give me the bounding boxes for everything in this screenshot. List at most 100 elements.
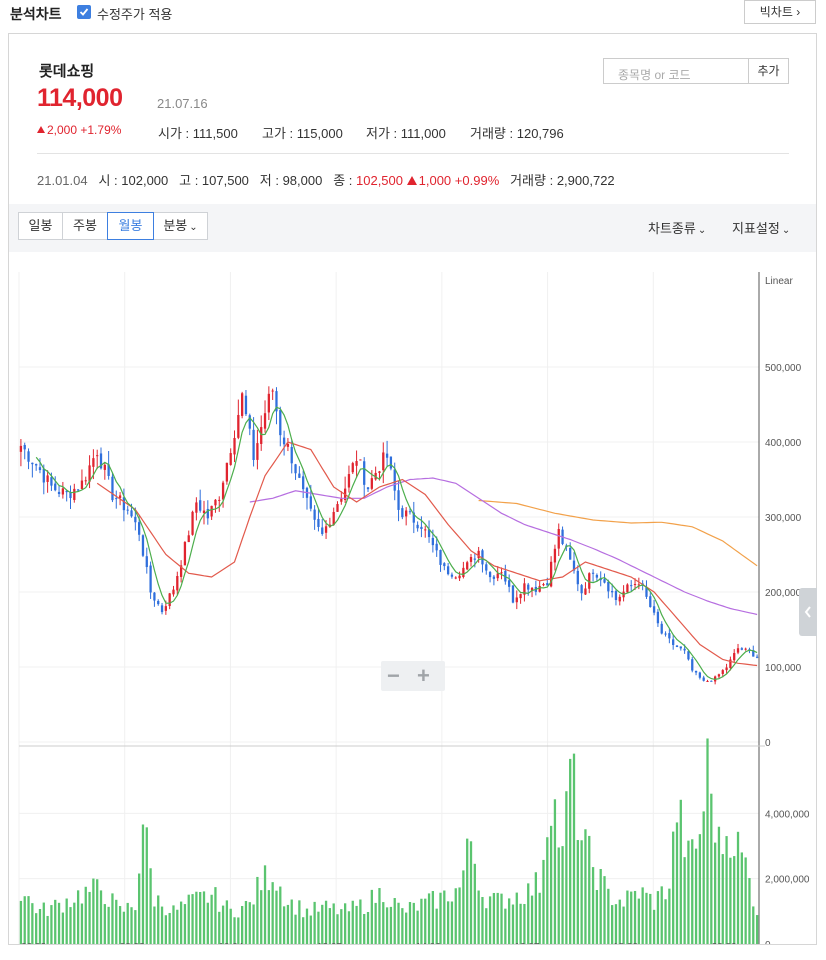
volume-bar bbox=[450, 901, 454, 944]
candle-body bbox=[214, 499, 217, 506]
side-panel-toggle[interactable] bbox=[799, 588, 817, 636]
candle-body bbox=[553, 548, 557, 563]
volume-bar bbox=[50, 905, 53, 944]
chart-toolbar: 일봉 주봉 월봉 분봉 ⌄ 차트종류 ⌄ 지표설정 ⌄ bbox=[9, 204, 816, 252]
tab-minute[interactable]: 분봉 ⌄ bbox=[153, 212, 208, 240]
check-icon bbox=[79, 8, 89, 16]
candle-body bbox=[584, 588, 587, 595]
candle-body bbox=[569, 547, 572, 560]
candle-body bbox=[397, 490, 400, 510]
price-tick-label: 200,000 bbox=[765, 588, 802, 599]
candle-body bbox=[35, 464, 38, 466]
volume-bar bbox=[542, 859, 545, 944]
volume-bar bbox=[462, 870, 465, 944]
candle-body bbox=[645, 586, 648, 597]
volume-bar bbox=[328, 908, 332, 944]
tab-weekly[interactable]: 주봉 bbox=[62, 212, 108, 240]
candle-body bbox=[683, 648, 686, 651]
volume-bar bbox=[69, 907, 72, 944]
candle-body bbox=[473, 558, 476, 560]
candle-body bbox=[229, 453, 232, 465]
volume-bar bbox=[458, 887, 461, 944]
candle-body bbox=[347, 474, 351, 488]
volume-bar bbox=[103, 904, 106, 944]
volume-bar bbox=[225, 900, 229, 944]
volume-bar bbox=[488, 896, 492, 944]
candle-body bbox=[443, 563, 446, 567]
low-label: 저가 bbox=[366, 126, 390, 141]
moving-average-line bbox=[35, 406, 758, 681]
volume-bar bbox=[569, 758, 572, 944]
stock-search-input[interactable]: 종목명 or 코드 bbox=[603, 58, 749, 84]
tab-daily[interactable]: 일봉 bbox=[18, 212, 63, 240]
candle-body bbox=[424, 529, 427, 531]
volume-bar bbox=[122, 911, 126, 944]
candle-body bbox=[340, 498, 343, 502]
volume-bar bbox=[527, 883, 530, 944]
stock-chart-svg[interactable]: 500,000 400,000 300,000 200,000 100,000 0 Line… bbox=[9, 252, 816, 953]
candle-body bbox=[118, 495, 122, 499]
candle-body bbox=[168, 593, 171, 607]
cursor-volume: 2,900,722 bbox=[556, 173, 615, 188]
volume-bar bbox=[282, 906, 286, 944]
volume-tick-label: 4,000,000 bbox=[765, 809, 810, 820]
candle-body bbox=[122, 497, 126, 511]
high-stat: 고가 : 115,000 bbox=[262, 126, 343, 141]
adjusted-price-label[interactable]: 수정주가 적용 bbox=[97, 7, 173, 22]
candle-body bbox=[649, 596, 652, 608]
volume-bar bbox=[439, 892, 442, 944]
chevron-down-icon: ⌄ bbox=[697, 225, 707, 236]
volume-tick-label: 2,000,000 bbox=[765, 875, 810, 886]
high-label: 고가 bbox=[262, 126, 286, 141]
volume-bar bbox=[725, 836, 728, 944]
volume-bar bbox=[206, 902, 209, 944]
volume-bar bbox=[168, 912, 171, 944]
cursor-open: 102,000 bbox=[121, 173, 169, 188]
candle-body bbox=[38, 467, 42, 471]
zoom-in-button[interactable]: + bbox=[417, 663, 430, 688]
candle-body bbox=[359, 459, 362, 461]
add-stock-button[interactable]: 추가 bbox=[748, 58, 789, 84]
candle-body bbox=[439, 549, 442, 565]
cursor-ohlc-info: 21.01.04 시 : 102,000 고 : 107,500 저 : 98,… bbox=[37, 173, 615, 188]
candle-body bbox=[691, 659, 694, 671]
moving-average-line bbox=[96, 441, 758, 667]
price-tick-label: 0 bbox=[765, 738, 771, 749]
big-chart-button[interactable]: 빅차트 › bbox=[744, 0, 816, 24]
low-value: 111,000 bbox=[400, 126, 446, 141]
candle-body bbox=[511, 585, 515, 603]
volume-bar bbox=[317, 911, 320, 944]
tab-monthly[interactable]: 월봉 bbox=[107, 212, 154, 240]
candle-body bbox=[603, 579, 606, 583]
indicator-settings-dropdown[interactable]: 지표설정 ⌄ bbox=[732, 218, 790, 237]
chart-area[interactable]: 500,000 400,000 300,000 200,000 100,000 0 Line… bbox=[9, 252, 817, 953]
candle-body bbox=[256, 443, 259, 460]
open-stat: 시가 : 111,500 bbox=[158, 126, 238, 141]
volume-bar bbox=[96, 879, 99, 944]
candle-body bbox=[302, 476, 305, 490]
page-title: 분석차트 bbox=[10, 6, 62, 22]
candle-body bbox=[263, 413, 267, 429]
moving-average-line bbox=[478, 499, 758, 567]
chart-type-label: 차트종류 bbox=[648, 221, 696, 236]
zoom-control: − + bbox=[381, 661, 445, 691]
adjusted-price-checkbox[interactable] bbox=[77, 5, 91, 19]
candle-body bbox=[694, 670, 698, 673]
candle-body bbox=[378, 471, 381, 473]
candle-body bbox=[401, 508, 404, 518]
volume-bar bbox=[27, 896, 30, 944]
volume-bar bbox=[713, 842, 717, 944]
candle-body bbox=[282, 437, 286, 445]
candle-body bbox=[130, 510, 133, 517]
volume-bar bbox=[481, 896, 484, 944]
volume-bar bbox=[351, 900, 354, 944]
candle-body bbox=[92, 458, 95, 467]
volume-bar bbox=[572, 753, 576, 944]
chevron-down-icon: ⌄ bbox=[189, 222, 198, 233]
candle-body bbox=[317, 518, 320, 527]
volume-bar bbox=[420, 898, 423, 944]
candle-body bbox=[740, 648, 743, 650]
chart-type-dropdown[interactable]: 차트종류 ⌄ bbox=[648, 218, 706, 237]
zoom-out-button[interactable]: − bbox=[387, 663, 400, 688]
volume-bar bbox=[740, 852, 743, 944]
